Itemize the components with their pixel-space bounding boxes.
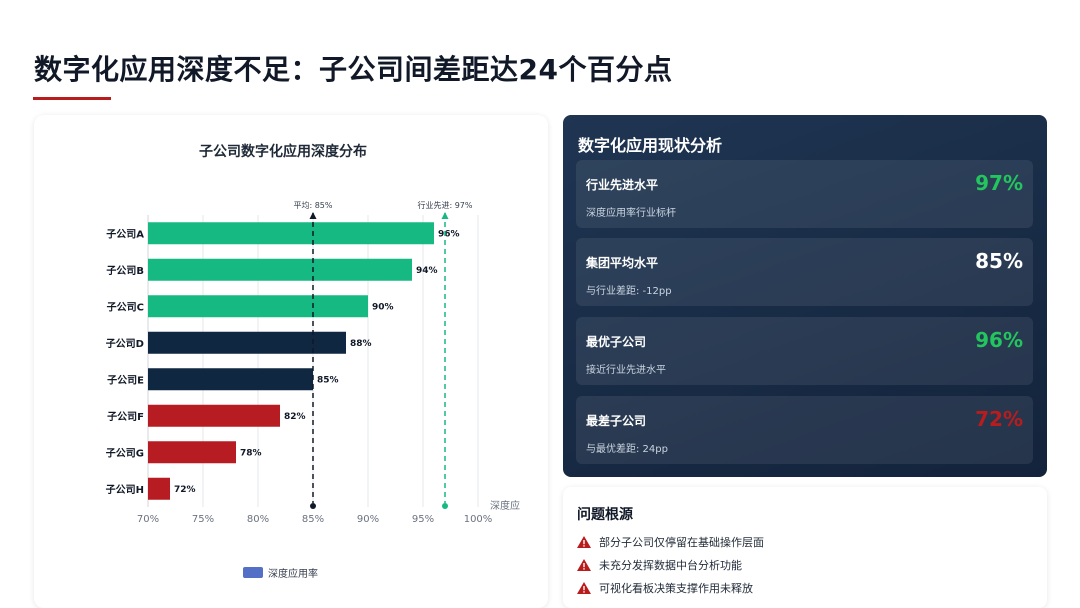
value-label: 78% bbox=[240, 448, 262, 458]
x-axis-label: 深度应 bbox=[490, 499, 520, 512]
legend-swatch bbox=[243, 567, 263, 578]
chart-title: 子公司数字化应用深度分布 bbox=[199, 143, 367, 160]
warning-icon bbox=[577, 536, 591, 548]
chart-card: 子公司数字化应用深度分布 70% 75% 80% 85% 90% 95% 100% 深度应 子公司… bbox=[34, 115, 548, 608]
value-label: 88% bbox=[350, 339, 372, 349]
x-tick-label: 90% bbox=[357, 514, 379, 525]
metric-title: 最优子公司 bbox=[586, 335, 647, 349]
metric-value: 96% bbox=[975, 328, 1023, 352]
value-label: 82% bbox=[284, 412, 306, 422]
bar bbox=[148, 477, 170, 500]
category-label: 子公司D bbox=[106, 338, 144, 350]
category-label: 子公司E bbox=[107, 374, 144, 386]
category-label: 子公司A bbox=[106, 228, 144, 240]
metric-card-group-average: 集团平均水平 与行业差距: -12pp 85% bbox=[576, 238, 1033, 306]
bar bbox=[148, 441, 236, 464]
bar bbox=[148, 222, 434, 245]
x-tick-label: 95% bbox=[412, 514, 434, 525]
x-tick-label: 80% bbox=[247, 514, 269, 525]
root-cause-text: 可视化看板决策支撑作用未释放 bbox=[599, 582, 753, 595]
reference-arrow bbox=[441, 212, 449, 219]
reference-dot bbox=[310, 503, 316, 509]
legend-label: 深度应用率 bbox=[268, 567, 318, 580]
root-cause-card: 问题根源 部分子公司仅停留在基础操作层面 未充分发挥数据中台分析功能 可视化看板… bbox=[563, 487, 1047, 608]
metric-subtitle: 与行业差距: -12pp bbox=[586, 286, 672, 297]
value-label: 96% bbox=[438, 229, 460, 239]
bar bbox=[148, 295, 368, 318]
root-cause-text: 未充分发挥数据中台分析功能 bbox=[599, 559, 742, 572]
value-label: 85% bbox=[317, 375, 339, 385]
status-analysis-panel: 数字化应用现状分析 行业先进水平 深度应用率行业标杆 97% 集团平均水平 与行… bbox=[563, 115, 1047, 477]
root-cause-title: 问题根源 bbox=[577, 507, 633, 523]
category-label: 子公司G bbox=[106, 447, 144, 459]
x-tick-label: 70% bbox=[137, 514, 159, 525]
bar bbox=[148, 368, 313, 391]
x-tick-label: 75% bbox=[192, 514, 214, 525]
metric-title: 行业先进水平 bbox=[586, 178, 659, 192]
reference-arrow bbox=[309, 212, 317, 219]
bar bbox=[148, 331, 346, 354]
root-cause-item: 部分子公司仅停留在基础操作层面 bbox=[577, 534, 764, 550]
reference-label: 行业先进: 97% bbox=[417, 200, 472, 210]
metric-card-best-subsidiary: 最优子公司 接近行业先进水平 96% bbox=[576, 317, 1033, 385]
metric-subtitle: 与最优差距: 24pp bbox=[586, 444, 668, 455]
metric-subtitle: 接近行业先进水平 bbox=[586, 365, 666, 376]
x-tick-label: 100% bbox=[464, 514, 493, 525]
metric-title: 集团平均水平 bbox=[586, 256, 659, 270]
category-label: 子公司H bbox=[106, 484, 144, 496]
category-label: 子公司F bbox=[107, 411, 144, 423]
value-label: 90% bbox=[372, 302, 394, 312]
warning-icon bbox=[577, 582, 591, 594]
category-label: 子公司B bbox=[106, 265, 144, 277]
bar bbox=[148, 404, 280, 427]
metric-card-industry: 行业先进水平 深度应用率行业标杆 97% bbox=[576, 160, 1033, 228]
title-accent-rule bbox=[33, 97, 111, 100]
reference-dot bbox=[442, 503, 448, 509]
reference-label: 平均: 85% bbox=[293, 200, 332, 210]
value-label: 94% bbox=[416, 266, 438, 276]
warning-icon bbox=[577, 559, 591, 571]
root-cause-text: 部分子公司仅停留在基础操作层面 bbox=[599, 536, 764, 549]
metric-value: 72% bbox=[975, 407, 1023, 431]
metric-value: 97% bbox=[975, 171, 1023, 195]
depth-bar-chart: 子公司数字化应用深度分布 70% 75% 80% 85% 90% 95% 100% 深度应 子公司… bbox=[106, 143, 520, 580]
metric-subtitle: 深度应用率行业标杆 bbox=[586, 208, 676, 219]
root-cause-item: 可视化看板决策支撑作用未释放 bbox=[577, 580, 753, 596]
root-cause-item: 未充分发挥数据中台分析功能 bbox=[577, 557, 742, 573]
metric-card-worst-subsidiary: 最差子公司 与最优差距: 24pp 72% bbox=[576, 396, 1033, 464]
metric-title: 最差子公司 bbox=[586, 414, 647, 428]
bar bbox=[148, 258, 412, 281]
x-tick-label: 85% bbox=[302, 514, 324, 525]
value-label: 72% bbox=[174, 485, 196, 495]
panel-title: 数字化应用现状分析 bbox=[578, 136, 723, 155]
metric-value: 85% bbox=[975, 249, 1023, 273]
page-title: 数字化应用深度不足：子公司间差距达24个百分点 bbox=[34, 53, 673, 86]
category-label: 子公司C bbox=[107, 301, 144, 313]
